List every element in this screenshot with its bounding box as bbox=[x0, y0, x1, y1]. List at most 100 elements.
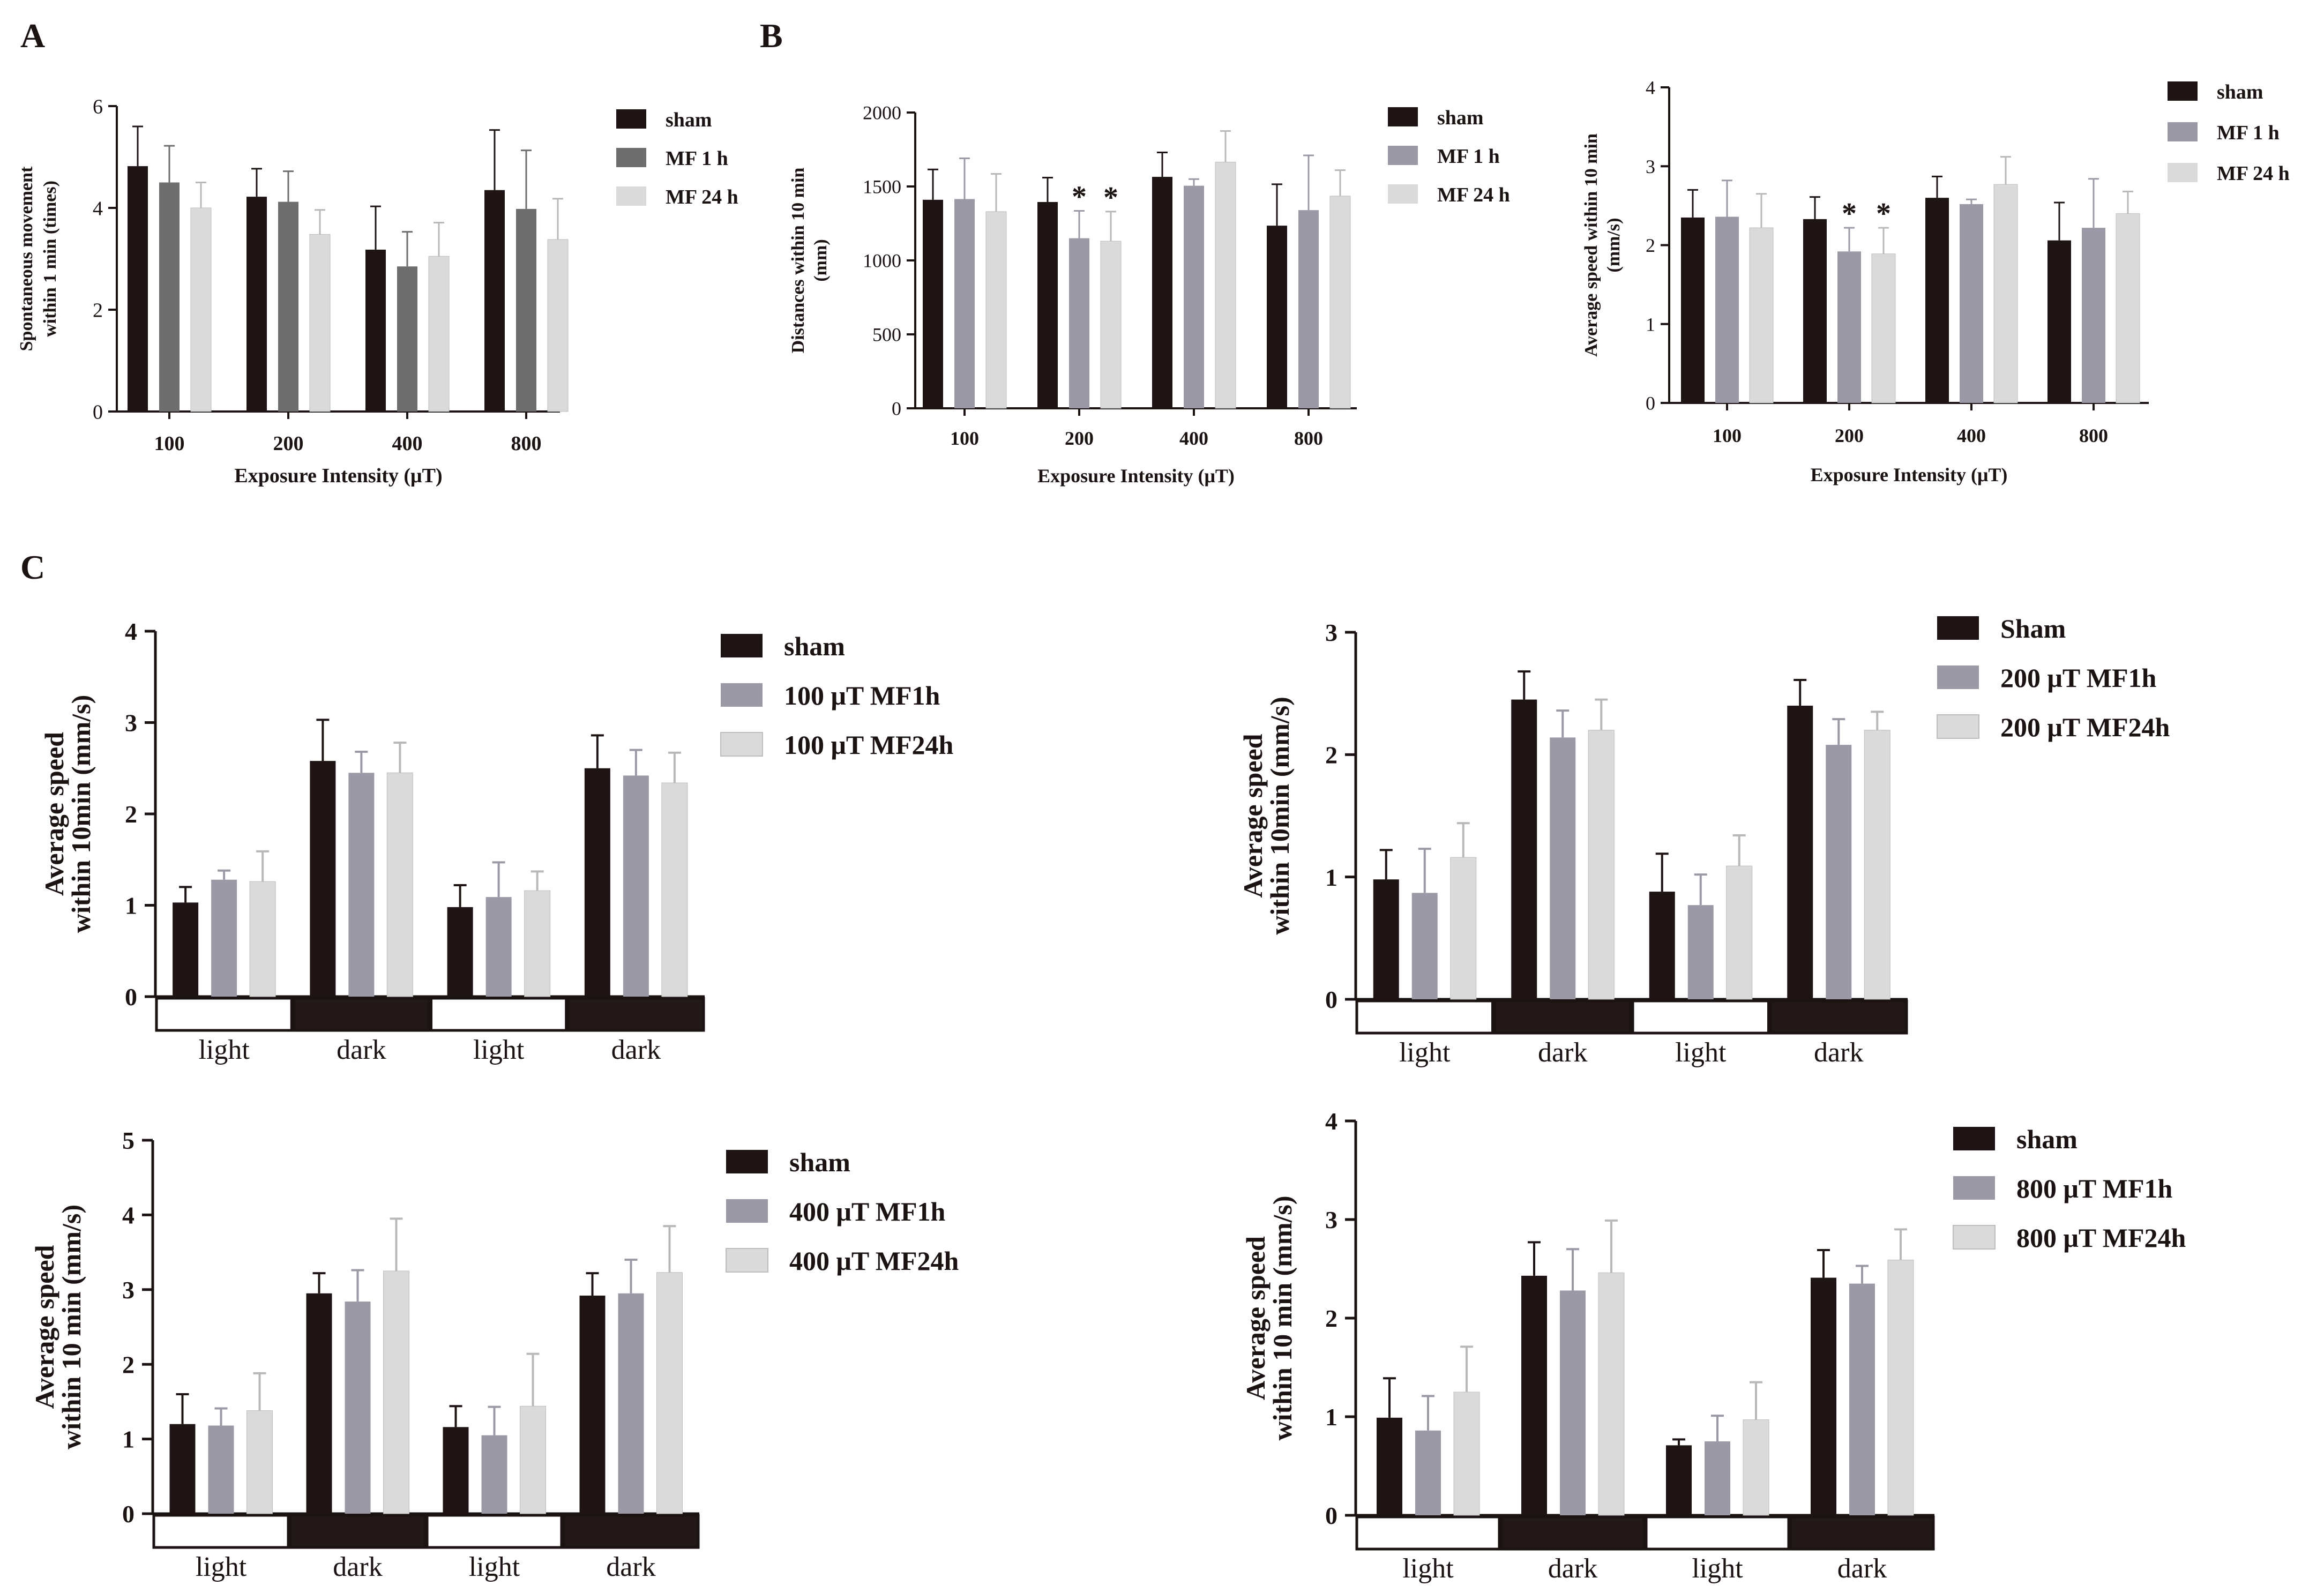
legend-swatch bbox=[721, 683, 763, 707]
chart-b-average-speed: 0 1 2 3 4 100 200 400 800 * * Exposure Intensity (μ… bbox=[1581, 77, 2290, 485]
phase-label: dark bbox=[1548, 1553, 1597, 1584]
bar-sham-light-2 bbox=[443, 1427, 469, 1514]
y-tick-label: 3 bbox=[1325, 619, 1337, 646]
x-axis-label: Exposure Intensity (μT) bbox=[234, 465, 442, 487]
bar-mf-24-h-200 bbox=[1100, 241, 1122, 409]
y-axis-label: Average speed bbox=[29, 1245, 59, 1409]
legend-swatch bbox=[1937, 714, 1979, 739]
phase-bar-light bbox=[155, 997, 293, 1032]
bar-800-μt-mf24h-light-2 bbox=[1743, 1419, 1769, 1516]
bar-sham-dark-1 bbox=[1511, 699, 1537, 999]
y-tick-label: 2 bbox=[125, 801, 137, 828]
bar-800-μt-mf24h-dark-3 bbox=[1887, 1259, 1914, 1516]
phase-bar-light bbox=[1355, 1515, 1501, 1551]
bar-200-μt-mf24h-light-0 bbox=[1450, 857, 1477, 1000]
panel-label-a: A bbox=[20, 17, 45, 55]
bar-mf-1-h-400 bbox=[397, 266, 417, 412]
legend-swatch bbox=[2168, 163, 2198, 182]
bar-200-μt-mf1h-light-0 bbox=[1411, 893, 1438, 999]
bar-sham-100 bbox=[128, 166, 148, 412]
panel-label-c: C bbox=[20, 548, 45, 586]
phase-label: light bbox=[1402, 1553, 1454, 1584]
legend-swatch bbox=[726, 1150, 768, 1173]
phase-label: light bbox=[1692, 1553, 1743, 1584]
significance-asterisk: * bbox=[1876, 197, 1891, 230]
bar-mf-24-h-200 bbox=[309, 234, 331, 412]
bar-sham-dark-1 bbox=[306, 1293, 332, 1514]
y-tick-label: 0 bbox=[1325, 1502, 1337, 1529]
y-tick-label: 5 bbox=[122, 1127, 134, 1154]
legend-label: sham bbox=[1437, 107, 1484, 129]
bar-200-μt-mf1h-light-2 bbox=[1687, 905, 1714, 999]
bar-mf-24-h-400 bbox=[1215, 161, 1236, 409]
bar-400-μt-mf1h-dark-3 bbox=[618, 1293, 644, 1514]
bar-200-μt-mf24h-light-2 bbox=[1726, 865, 1753, 1000]
legend-swatch bbox=[726, 1199, 768, 1223]
bar-sham-light-2 bbox=[1649, 892, 1675, 999]
y-axis-label: within 10 min (mm/s) bbox=[56, 1205, 86, 1449]
legend-label: 100 μT MF24h bbox=[784, 730, 954, 760]
x-tick-label: 800 bbox=[1294, 428, 1323, 449]
x-tick-label: 800 bbox=[2079, 425, 2108, 446]
phase-bar-light bbox=[1355, 999, 1494, 1035]
phase-bar-dark bbox=[289, 1514, 427, 1549]
legend-label: MF 24 h bbox=[1437, 184, 1510, 206]
bar-800-μt-mf1h-dark-1 bbox=[1560, 1290, 1586, 1515]
phase-label: light bbox=[1675, 1037, 1727, 1068]
legend-label: MF 24 h bbox=[666, 186, 738, 208]
significance-asterisk: * bbox=[1103, 181, 1118, 214]
bar-sham-light-2 bbox=[447, 907, 473, 997]
bar-sham-200 bbox=[1037, 201, 1058, 408]
bar-400-μt-mf1h-light-2 bbox=[481, 1435, 507, 1514]
y-axis-label: (mm) bbox=[811, 239, 831, 281]
phase-label: dark bbox=[333, 1552, 382, 1582]
y-tick-label: 4 bbox=[122, 1202, 134, 1229]
bar-sham-light-0 bbox=[169, 1424, 196, 1514]
phase-bar-light bbox=[152, 1514, 290, 1549]
legend-label: 800 μT MF1h bbox=[2016, 1173, 2173, 1203]
bar-800-μt-mf24h-light-0 bbox=[1453, 1392, 1480, 1516]
legend-swatch bbox=[1937, 616, 1979, 640]
bar-800-μt-mf1h-light-0 bbox=[1415, 1430, 1441, 1515]
y-tick-label: 0 bbox=[892, 398, 901, 420]
bar-400-μt-mf1h-light-0 bbox=[208, 1425, 234, 1514]
bar-mf-1-h-100 bbox=[159, 182, 180, 412]
bar-sham-200 bbox=[1803, 219, 1827, 403]
y-tick-label: 3 bbox=[1325, 1206, 1337, 1233]
bar-mf-24-h-100 bbox=[1749, 227, 1774, 403]
phase-label: light bbox=[198, 1035, 250, 1065]
y-tick-label: 4 bbox=[1646, 77, 1655, 99]
bar-100-μt-mf1h-dark-3 bbox=[623, 775, 649, 997]
legend-label: MF 24 h bbox=[2217, 162, 2290, 185]
phase-bar-dark bbox=[1769, 999, 1908, 1035]
y-tick-label: 1000 bbox=[863, 250, 901, 272]
legend-label: 200 μT MF24h bbox=[2000, 712, 2170, 742]
bar-sham-light-0 bbox=[1377, 1417, 1402, 1515]
y-tick-label: 0 bbox=[122, 1500, 134, 1528]
significance-asterisk: * bbox=[1842, 197, 1857, 230]
legend-swatch bbox=[1953, 1225, 1996, 1250]
phase-bar-dark bbox=[562, 1514, 700, 1549]
phase-bar-light bbox=[430, 997, 568, 1032]
bar-sham-400 bbox=[365, 249, 386, 412]
bar-sham-400 bbox=[1152, 177, 1172, 408]
legend-label: sham bbox=[666, 109, 712, 131]
bar-100-μt-mf24h-dark-1 bbox=[386, 772, 413, 997]
phase-label: light bbox=[473, 1035, 525, 1065]
y-tick-label: 2 bbox=[122, 1351, 134, 1378]
x-tick-label: 200 bbox=[1835, 425, 1864, 446]
bar-800-μt-mf24h-dark-1 bbox=[1598, 1272, 1625, 1516]
y-tick-label: 4 bbox=[125, 618, 137, 645]
bar-100-μt-mf24h-light-2 bbox=[524, 890, 551, 997]
y-tick-label: 4 bbox=[93, 197, 103, 220]
bar-mf-1-h-200 bbox=[278, 201, 298, 412]
y-axis-label: within 10 min (mm/s) bbox=[1267, 1196, 1297, 1441]
bar-sham-dark-3 bbox=[584, 768, 610, 997]
legend-swatch bbox=[1388, 107, 1418, 126]
bar-sham-dark-3 bbox=[1811, 1277, 1836, 1515]
bar-400-μt-mf24h-light-0 bbox=[246, 1410, 273, 1514]
legend-label: sham bbox=[2016, 1124, 2078, 1154]
chart-a-spontaneous-movement: 0 2 4 6 100 200 400 800 Exposure Intensity (μT) S… bbox=[17, 95, 738, 487]
legend-label: 800 μT MF24h bbox=[2016, 1223, 2186, 1253]
y-tick-label: 500 bbox=[872, 324, 901, 346]
